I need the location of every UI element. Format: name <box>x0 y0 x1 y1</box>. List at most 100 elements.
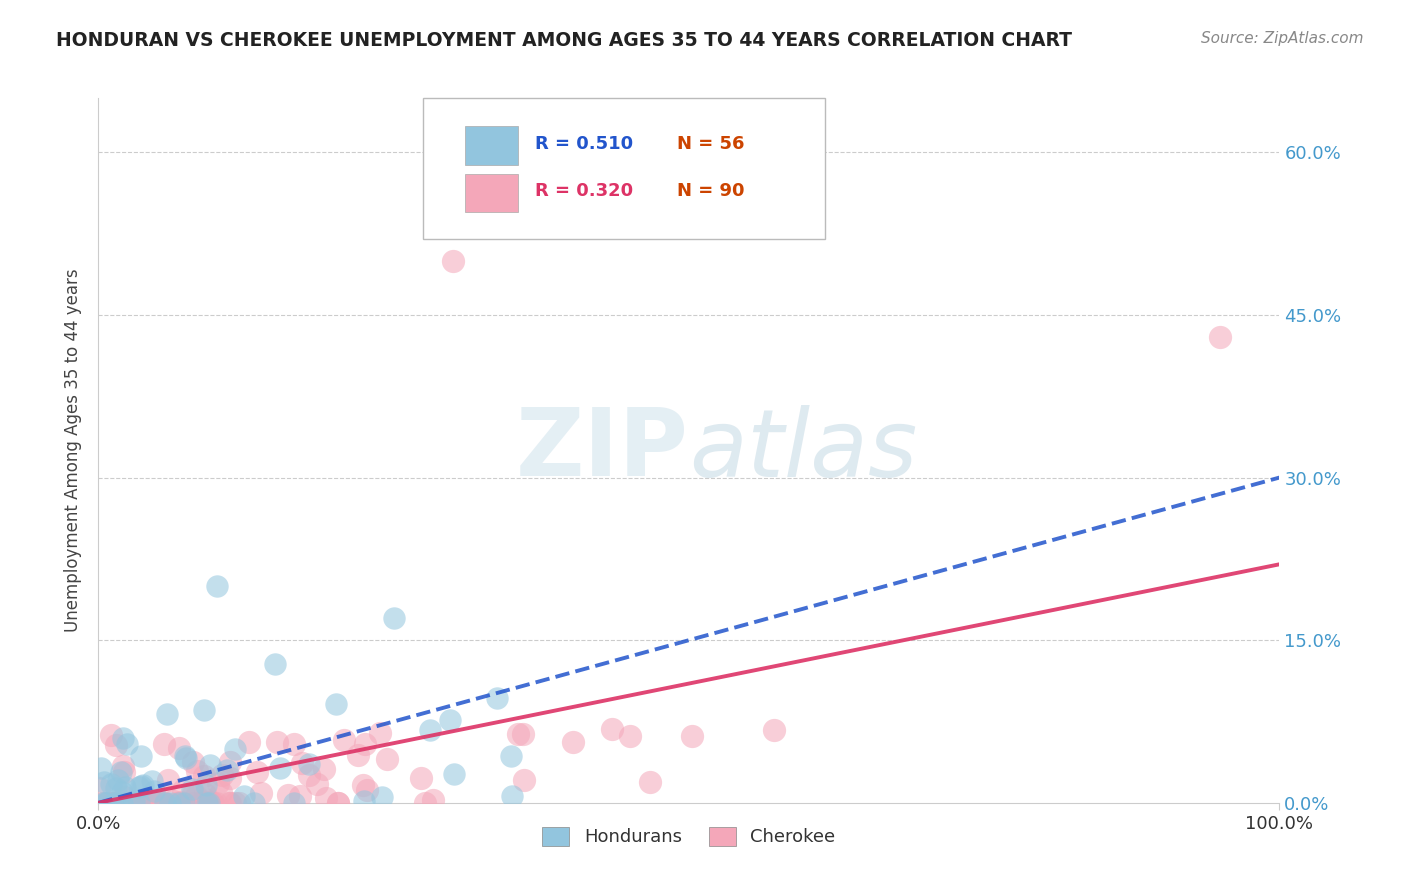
Point <box>128 780 150 794</box>
Point <box>266 735 288 749</box>
Point <box>763 723 786 738</box>
Point <box>638 774 661 789</box>
Point <box>315 791 337 805</box>
Point <box>131 749 153 764</box>
Text: Source: ZipAtlas.com: Source: ZipAtlas.com <box>1201 31 1364 46</box>
Point <box>122 796 145 810</box>
Point <box>419 723 441 737</box>
Point <box>141 773 163 788</box>
Point <box>156 772 179 787</box>
Point <box>107 796 129 810</box>
Point <box>112 790 135 805</box>
Point <box>128 796 150 810</box>
Point <box>120 796 142 810</box>
Point <box>111 785 134 799</box>
Point <box>207 776 229 790</box>
Point <box>409 772 432 786</box>
Point <box>170 795 193 809</box>
Point <box>165 796 187 810</box>
Point <box>298 756 321 771</box>
Point <box>172 782 194 797</box>
Point <box>101 796 124 810</box>
Point <box>209 785 232 799</box>
Point <box>148 796 170 810</box>
Point <box>174 748 197 763</box>
Point <box>198 796 221 810</box>
Point <box>131 778 153 792</box>
Point <box>153 796 176 810</box>
Point <box>333 732 356 747</box>
FancyBboxPatch shape <box>423 98 825 239</box>
Point <box>246 764 269 779</box>
Point <box>283 796 305 810</box>
Text: N = 90: N = 90 <box>678 182 745 200</box>
Point <box>375 752 398 766</box>
Point <box>97 796 120 810</box>
Point <box>155 796 177 810</box>
Point <box>174 750 197 764</box>
Point <box>134 796 156 810</box>
Point <box>353 794 375 808</box>
Point <box>328 796 350 810</box>
Point <box>111 731 134 746</box>
Point <box>180 782 202 797</box>
Point <box>162 794 184 808</box>
Point <box>382 611 405 625</box>
Point <box>93 775 115 789</box>
Point <box>195 795 218 809</box>
Point <box>501 789 523 804</box>
Point <box>224 796 246 810</box>
Point <box>194 792 217 806</box>
Point <box>506 727 529 741</box>
Point <box>183 796 205 810</box>
Point <box>115 737 138 751</box>
Point <box>169 796 191 810</box>
Point <box>312 763 335 777</box>
Text: atlas: atlas <box>689 405 917 496</box>
Point <box>190 796 212 810</box>
Point <box>90 761 112 775</box>
Point <box>193 769 215 783</box>
Point <box>105 780 128 795</box>
Point <box>100 728 122 742</box>
Point <box>298 768 321 782</box>
Point <box>681 729 703 743</box>
Point <box>205 579 228 593</box>
Point <box>561 734 583 748</box>
Point <box>283 737 305 751</box>
Point <box>218 755 240 769</box>
Point <box>197 796 219 810</box>
Point <box>211 768 233 782</box>
Point <box>195 796 218 810</box>
Point <box>145 796 167 810</box>
Point <box>485 691 508 706</box>
Point <box>371 790 394 805</box>
Point <box>277 789 299 803</box>
Text: HONDURAN VS CHEROKEE UNEMPLOYMENT AMONG AGES 35 TO 44 YEARS CORRELATION CHART: HONDURAN VS CHEROKEE UNEMPLOYMENT AMONG … <box>56 31 1073 50</box>
Y-axis label: Unemployment Among Ages 35 to 44 years: Unemployment Among Ages 35 to 44 years <box>65 268 83 632</box>
Point <box>326 796 349 810</box>
Point <box>167 796 190 810</box>
Point <box>193 703 215 717</box>
Point <box>150 796 173 810</box>
Point <box>218 771 240 785</box>
Point <box>111 796 134 810</box>
Point <box>198 758 221 772</box>
Point <box>288 789 311 803</box>
Point <box>103 796 125 810</box>
Point <box>291 756 314 771</box>
Point <box>269 760 291 774</box>
Point <box>228 796 250 810</box>
Point <box>87 781 110 796</box>
Point <box>218 796 240 810</box>
Point <box>602 722 624 736</box>
Point <box>156 706 179 721</box>
FancyBboxPatch shape <box>464 127 517 165</box>
Text: R = 0.510: R = 0.510 <box>536 135 634 153</box>
Point <box>224 742 246 756</box>
FancyBboxPatch shape <box>464 174 517 212</box>
Point <box>325 698 347 712</box>
Point <box>215 764 238 778</box>
Point <box>201 796 224 810</box>
Point <box>1209 329 1232 343</box>
